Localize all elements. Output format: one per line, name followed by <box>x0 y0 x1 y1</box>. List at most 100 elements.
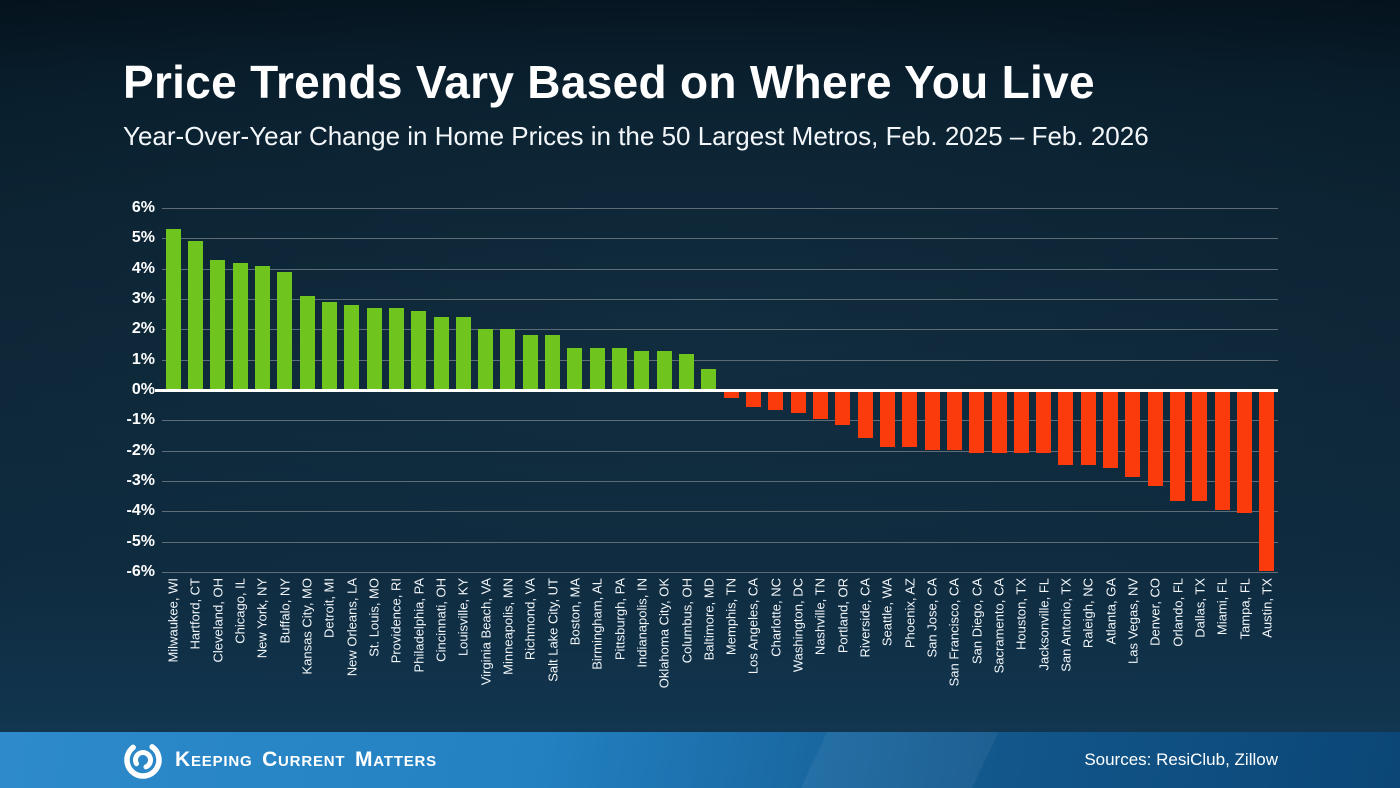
header: Price Trends Vary Based on Where You Liv… <box>123 56 1149 152</box>
plot-area <box>155 208 1278 573</box>
page-title: Price Trends Vary Based on Where You Liv… <box>123 56 1095 108</box>
x-axis-label: Portland, OR <box>835 578 851 654</box>
bar-negative <box>1125 392 1141 477</box>
x-axis-label: Buffalo, NY <box>277 578 293 644</box>
bar-negative <box>1080 392 1096 465</box>
gridline <box>162 420 1278 422</box>
x-axis-label: Providence, RI <box>388 578 404 664</box>
x-axis-label: Detroit, MI <box>321 578 337 638</box>
bar-negative <box>946 392 962 450</box>
gridline <box>162 359 1278 361</box>
x-axis-label: Tampa, FL <box>1237 578 1253 640</box>
kcm-logo-icon <box>124 741 162 779</box>
gridline <box>162 329 1278 331</box>
bar-negative <box>857 392 873 438</box>
gridline <box>162 268 1278 270</box>
x-axis-labels: Milwaukee, WI Hartford, CT Cleveland, OH Ch… <box>162 578 1278 732</box>
y-tick-label: 6% <box>131 199 155 216</box>
x-axis-label: Columbus, OH <box>679 578 695 664</box>
x-axis-label: San Diego, CA <box>969 578 985 664</box>
bar-negative <box>879 392 895 447</box>
gridline <box>162 238 1278 240</box>
bar-negative <box>1170 392 1186 502</box>
bar-positive <box>232 262 248 390</box>
x-axis-label: Jacksonville, FL <box>1036 578 1052 671</box>
bar-negative <box>991 392 1007 453</box>
bar-negative <box>812 392 828 420</box>
bar-positive <box>165 229 181 390</box>
y-tick-label: -3% <box>126 472 155 489</box>
x-axis-label: Charlotte, NC <box>768 578 784 657</box>
bar-negative <box>1013 392 1029 453</box>
bar-positive <box>299 295 315 390</box>
x-axis-label: Sacramento, CA <box>991 578 1007 674</box>
x-axis-label: Washington, DC <box>790 578 806 673</box>
gridline <box>162 299 1278 300</box>
x-axis-label: Kansas City, MO <box>299 578 315 675</box>
x-axis-label: Los Angeles, CA <box>745 578 761 675</box>
x-axis-label: Baltimore, MD <box>701 578 717 661</box>
y-axis-labels: 6% 5% 4% 3% 2% 1% 0% -1% -2% -3% -4% -5% -6% <box>0 199 157 580</box>
x-axis-label: Milwaukee, WI <box>165 578 181 663</box>
bar-negative <box>790 392 806 414</box>
y-tick-label: 1% <box>131 350 155 368</box>
bar-positive <box>455 317 471 390</box>
x-axis-label: Orlando, FL <box>1170 578 1186 647</box>
bar-positive <box>254 265 270 390</box>
x-axis-label: Boston, MA <box>567 578 583 646</box>
bar-negative <box>924 392 940 450</box>
sources-note: Sources: ResiClub, Zillow <box>1084 750 1278 769</box>
x-axis-label: Riverside, CA <box>857 578 873 658</box>
x-axis-label: Memphis, TN <box>723 578 739 656</box>
x-axis-label: Philadelphia, PA <box>411 578 427 673</box>
y-tick-label: -5% <box>126 532 155 550</box>
x-axis-label: Chicago, IL <box>232 578 248 644</box>
gridline <box>162 572 1278 573</box>
x-axis-label: Louisville, KY <box>455 578 471 657</box>
x-axis-label: Hartford, CT <box>187 578 203 650</box>
bar-negative <box>1214 392 1230 511</box>
x-axis-label: Denver, CO <box>1147 578 1163 646</box>
bar-positive <box>433 317 449 390</box>
bar-negative <box>1058 392 1074 465</box>
gridline <box>162 450 1278 452</box>
bar-positive <box>321 302 337 390</box>
bar-positive <box>701 368 717 390</box>
y-tick-label: 3% <box>131 290 155 307</box>
bar-negative <box>768 392 784 411</box>
bar-positive <box>679 353 695 390</box>
x-axis-label: Cincinnati, OH <box>433 578 449 662</box>
bar-negative <box>902 392 918 447</box>
bar-positive <box>545 335 561 390</box>
y-tick-label: -4% <box>126 502 155 520</box>
x-axis-label: San Antonio, TX <box>1058 578 1074 672</box>
bar-positive <box>634 350 650 390</box>
x-axis-label: Salt Lake City, UT <box>545 578 561 682</box>
bar-positive <box>388 308 404 390</box>
zero-axis-line <box>155 388 1278 392</box>
y-tick-label: 5% <box>131 229 155 247</box>
bar-negative <box>969 392 985 453</box>
gridline <box>162 511 1278 513</box>
bar-negative <box>723 392 739 399</box>
bar-negative <box>1036 392 1052 453</box>
x-axis-label: Oklahoma City, OK <box>656 578 672 689</box>
x-axis-label: Miami, FL <box>1214 578 1230 636</box>
bar-positive <box>478 329 494 390</box>
gridline <box>162 541 1278 543</box>
bar-positive <box>589 347 605 390</box>
bar-negative <box>835 392 851 426</box>
x-axis-label: Las Vegas, NV <box>1125 578 1141 664</box>
x-axis-label: St. Louis, MO <box>366 578 382 657</box>
footer-bar: Keeping Current Matters Sources: ResiClu… <box>0 732 1400 788</box>
gridline <box>162 481 1278 482</box>
x-axis-label: Pittsburgh, PA <box>612 578 628 661</box>
y-tick-label: 0% <box>131 381 155 398</box>
bar-positive <box>522 335 538 390</box>
y-tick-label: 4% <box>131 259 155 277</box>
x-axis-label: New York, NY <box>254 578 270 659</box>
bar-positive <box>344 305 360 390</box>
x-axis-label: San Jose, CA <box>924 578 940 658</box>
x-axis-label: Atlanta, GA <box>1103 578 1119 645</box>
brand-name: Keeping Current Matters <box>175 748 437 771</box>
